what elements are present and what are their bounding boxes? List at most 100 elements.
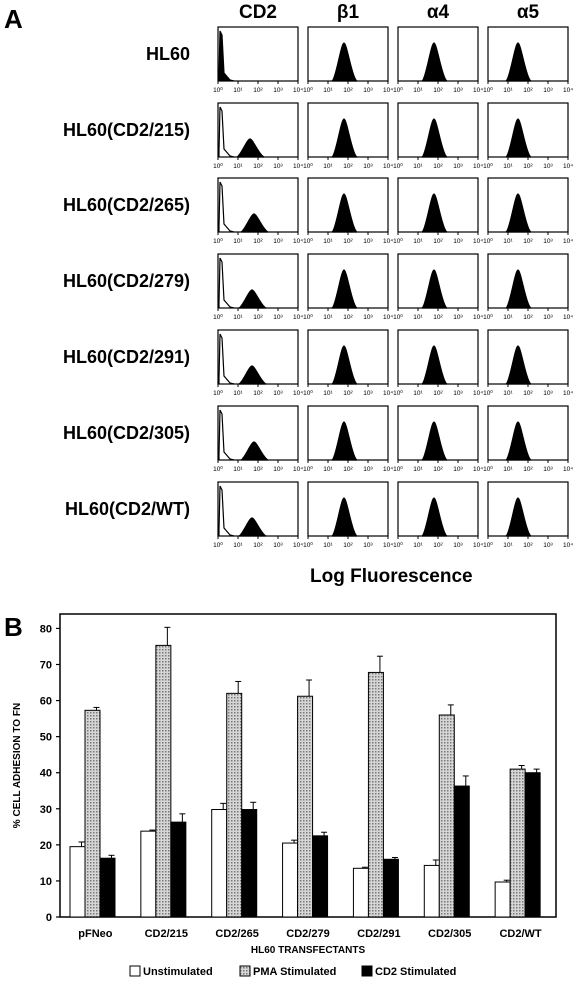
histogram-x-tick-label: 10³ (363, 314, 373, 321)
bar-cd2-stimulated (312, 835, 329, 918)
histogram-x-tick-label: 10⁰ (303, 389, 313, 397)
histogram-x-tick-label: 10³ (453, 390, 463, 397)
bar-cd2-stimulated (382, 858, 399, 918)
histogram-x-tick-label: 10³ (453, 466, 463, 473)
bar-cd2-stimulated (170, 821, 187, 918)
histogram-x-tick-label: 10³ (363, 542, 373, 549)
bar-y-tick-label: 10 (40, 876, 52, 888)
histogram-x-tick-label: 10³ (273, 87, 283, 94)
histogram-x-tick-label: 10³ (543, 542, 553, 549)
histogram-x-tick-label: 10³ (273, 163, 283, 170)
histogram-x-tick-label: 10⁰ (483, 541, 493, 549)
histogram-x-tick-label: 10² (253, 390, 263, 397)
histogram-x-tick-label: 10² (523, 87, 533, 94)
histogram-column-header: α4 (426, 2, 450, 23)
legend-swatch (129, 965, 141, 977)
histogram-frame (487, 177, 569, 233)
bar-unstimulated (282, 842, 299, 918)
histogram-x-tick-label: 10¹ (503, 314, 513, 321)
panel-b-letter: B (4, 612, 23, 642)
histogram-x-tick-label: 10⁴ (563, 238, 573, 245)
histogram-frame (487, 329, 569, 385)
histogram-x-tick-label: 10⁴ (473, 390, 483, 397)
histogram-x-tick-label: 10⁰ (483, 237, 493, 245)
bar-unstimulated (140, 830, 157, 918)
histogram-x-tick-label: 10³ (543, 87, 553, 94)
histogram-x-tick-label: 10² (433, 238, 443, 245)
bar-cd2-stimulated (453, 785, 470, 918)
histogram-x-tick-label: 10¹ (413, 163, 423, 170)
histogram-peak (505, 269, 532, 309)
histogram-x-tick-label: 10² (433, 390, 443, 397)
histogram-peak (240, 213, 269, 233)
histogram-peak (505, 345, 532, 385)
legend-swatch (239, 965, 251, 977)
histogram-x-tick-label: 10⁴ (563, 163, 573, 170)
histogram-grid: 10⁰ 10¹ 10² 10³ 10⁴ 10⁰ 10¹ 10² 10³ 10⁴ 10⁰ 10¹ 10² 1… (213, 26, 573, 549)
histogram-x-tick-label: 10⁴ (473, 542, 483, 549)
histogram-x-tick-label: 10³ (273, 466, 283, 473)
histogram-x-tick-label: 10² (523, 390, 533, 397)
histogram-x-tick-label: 10⁴ (473, 314, 483, 321)
histogram-x-tick-label: 10⁰ (393, 389, 403, 397)
histogram-x-tick-label: 10⁴ (293, 466, 303, 473)
bar-category-label: CD2/279 (286, 928, 329, 940)
histogram-row-label: HL60 (145, 44, 190, 64)
histogram-x-tick-label: 10¹ (413, 314, 423, 321)
histogram-peak (331, 497, 358, 537)
histogram-x-tick-label: 10² (253, 238, 263, 245)
histogram-x-tick-label: 10¹ (323, 542, 333, 549)
panel-a-letter: A (4, 4, 23, 34)
adhesion-bar-chart: 0 10 20 30 40 50 60 70 80 % CELL ADHESION TO FN pF… (12, 613, 557, 978)
histogram-row-label: HL60(CD2/WT) (65, 499, 190, 519)
histogram-x-tick-label: 10⁰ (303, 541, 313, 549)
histogram-x-tick-label: 10¹ (233, 163, 243, 170)
histogram-x-tick-label: 10¹ (233, 314, 243, 321)
histogram-x-tick-label: 10⁴ (473, 163, 483, 170)
histogram-x-tick-label: 10⁰ (393, 541, 403, 549)
histogram-x-tick-label: 10⁴ (383, 163, 393, 170)
histogram-x-tick-label: 10⁰ (393, 237, 403, 245)
bar-y-tick-label: 20 (40, 840, 52, 852)
bar-category-label: pFNeo (78, 928, 113, 940)
histogram-x-tick-label: 10³ (453, 542, 463, 549)
histogram-frame (487, 405, 569, 461)
histogram-frame (487, 481, 569, 537)
histogram-peak (421, 421, 448, 461)
histogram-x-tick-label: 10² (523, 163, 533, 170)
histogram-x-tick-label: 10³ (543, 163, 553, 170)
histogram-x-tick-label: 10⁰ (303, 86, 313, 94)
histogram-x-tick-label: 10⁰ (213, 162, 223, 170)
histogram-x-tick-label: 10⁰ (483, 465, 493, 473)
histogram-frame (487, 102, 569, 158)
histogram-x-tick-label: 10⁴ (383, 238, 393, 245)
bar-category-label: CD2/WT (499, 928, 541, 940)
histogram-peak (331, 345, 358, 385)
bar-cd2-stimulated (241, 809, 258, 918)
histogram-x-tick-label: 10⁴ (383, 466, 393, 473)
histogram-x-tick-label: 10⁴ (563, 390, 573, 397)
histogram-x-tick-label: 10⁰ (483, 86, 493, 94)
histogram-x-tick-label: 10¹ (503, 87, 513, 94)
histogram-frame (217, 26, 299, 82)
histogram-peak (331, 193, 358, 233)
histogram-peak (331, 269, 358, 309)
histogram-peak (505, 497, 532, 537)
histogram-x-tick-label: 10² (253, 163, 263, 170)
histogram-x-tick-label: 10³ (453, 314, 463, 321)
histogram-x-tick-label: 10⁰ (213, 313, 223, 321)
histogram-x-tick-label: 10² (343, 238, 353, 245)
bar-pma-stimulated (84, 709, 101, 918)
histogram-x-tick-label: 10⁴ (473, 466, 483, 473)
histogram-x-tick-label: 10⁰ (213, 237, 223, 245)
histogram-x-tick-label: 10³ (453, 87, 463, 94)
bar-unstimulated (211, 809, 228, 918)
histogram-peak (238, 365, 267, 385)
histogram-frame (217, 102, 299, 158)
histogram-x-tick-label: 10² (343, 542, 353, 549)
bar-y-tick-label: 60 (40, 696, 52, 708)
histogram-x-tick-label: 10³ (543, 466, 553, 473)
bar-y-tick-label: 80 (40, 623, 52, 635)
histogram-x-tick-label: 10⁴ (293, 87, 303, 94)
histogram-x-tick-label: 10² (253, 314, 263, 321)
